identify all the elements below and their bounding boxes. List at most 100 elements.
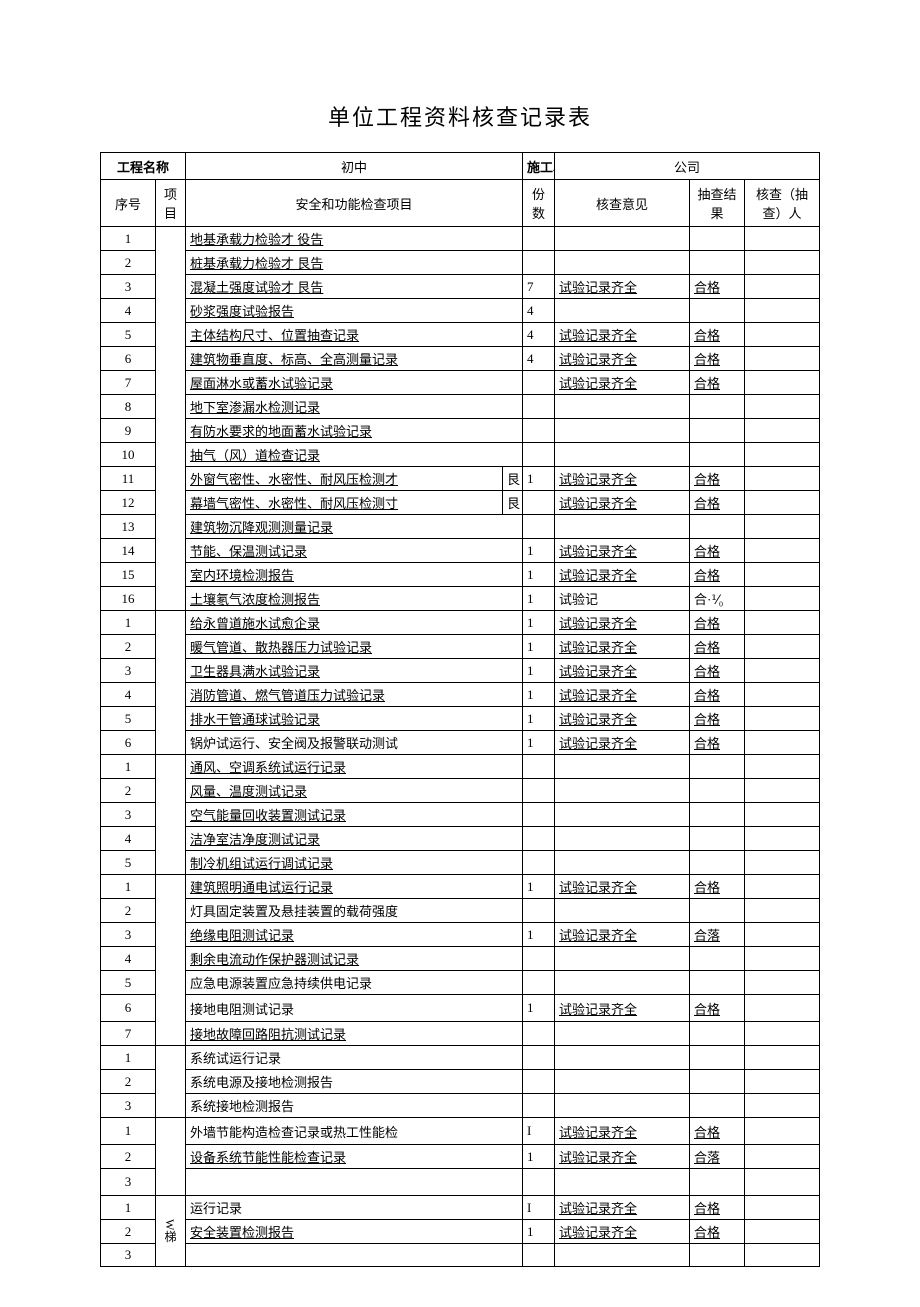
cell-result	[690, 1169, 745, 1196]
cell-seq: 2	[101, 1145, 156, 1169]
cell-count: 1	[523, 467, 555, 491]
cell-checker	[745, 923, 820, 947]
cell-seq: 1	[101, 611, 156, 635]
cell-result	[690, 515, 745, 539]
cell-opinion: 试验记录齐全	[555, 635, 690, 659]
cell-opinion: 试验记录齐全	[555, 563, 690, 587]
cell-item: 剩余电流动作保护器测试记录	[186, 947, 523, 971]
cell-seq: 14	[101, 539, 156, 563]
cell-count	[523, 1244, 555, 1267]
cell-checker	[745, 227, 820, 251]
cell-result	[690, 971, 745, 995]
cell-opinion	[555, 395, 690, 419]
cell-count	[523, 779, 555, 803]
cell-checker	[745, 1118, 820, 1145]
cell-seq: 5	[101, 851, 156, 875]
cell-count: 1	[523, 659, 555, 683]
cell-checker	[745, 491, 820, 515]
cell-result: 合·⅟₀	[690, 587, 745, 611]
cell-item: 地基承载力检验才 役告	[186, 227, 523, 251]
cell-proj-empty	[156, 611, 186, 755]
cell-opinion	[555, 1169, 690, 1196]
cell-checker	[745, 299, 820, 323]
cell-item-extra: 艮	[502, 467, 522, 491]
cell-count	[523, 827, 555, 851]
cell-count	[523, 971, 555, 995]
cell-seq: 2	[101, 1220, 156, 1244]
cell-seq: 3	[101, 659, 156, 683]
cell-count: 1	[523, 563, 555, 587]
cell-item: 建筑物沉降观测测量记录	[186, 515, 523, 539]
cell-item: 混凝土强度试验才 艮告	[186, 275, 523, 299]
cell-result	[690, 803, 745, 827]
cell-count	[523, 1022, 555, 1046]
cell-item: 设备系统节能性能检查记录	[186, 1145, 523, 1169]
cell-item: 应急电源装置应急持续供电记录	[186, 971, 523, 995]
cell-checker	[745, 1070, 820, 1094]
cell-item: 外窗气密性、水密性、耐风压检测才	[186, 467, 503, 491]
cell-seq: 3	[101, 1244, 156, 1267]
cell-seq: 2	[101, 899, 156, 923]
cell-seq: 4	[101, 683, 156, 707]
cell-opinion	[555, 227, 690, 251]
cell-result	[690, 947, 745, 971]
cell-checker	[745, 275, 820, 299]
cell-seq: 13	[101, 515, 156, 539]
cell-checker	[745, 731, 820, 755]
cell-checker	[745, 1022, 820, 1046]
cell-opinion: 试验记录齐全	[555, 275, 690, 299]
cell-count	[523, 755, 555, 779]
cell-count	[523, 251, 555, 275]
cell-result	[690, 443, 745, 467]
cell-item: 运行记录	[186, 1196, 523, 1220]
cell-result: 合格	[690, 707, 745, 731]
cell-result: 合格	[690, 659, 745, 683]
cell-checker	[745, 1094, 820, 1118]
cell-item: 建筑物垂直度、标高、全高测量记录	[186, 347, 523, 371]
cell-result	[690, 1022, 745, 1046]
cell-seq: 10	[101, 443, 156, 467]
cell-checker	[745, 683, 820, 707]
cell-result	[690, 827, 745, 851]
hdr-result: 抽查结果	[690, 180, 745, 227]
cell-count: 4	[523, 299, 555, 323]
cell-count: 1	[523, 731, 555, 755]
cell-checker	[745, 443, 820, 467]
cell-opinion: 试验记录齐全	[555, 491, 690, 515]
cell-checker	[745, 1145, 820, 1169]
hdr-item: 安全和功能检查项目	[186, 180, 523, 227]
cell-result: 合落	[690, 923, 745, 947]
cell-checker	[745, 587, 820, 611]
cell-seq: 11	[101, 467, 156, 491]
cell-result: 合格	[690, 995, 745, 1022]
cell-count: 1	[523, 995, 555, 1022]
cell-opinion	[555, 947, 690, 971]
cell-item: 土壤氡气浓度检测报告	[186, 587, 523, 611]
cell-seq: 2	[101, 251, 156, 275]
cell-opinion: 试验记录齐全	[555, 995, 690, 1022]
cell-item: 通风、空调系统试运行记录	[186, 755, 523, 779]
cell-checker	[745, 419, 820, 443]
cell-result: 合格	[690, 1196, 745, 1220]
cell-checker	[745, 467, 820, 491]
cell-item: 锅炉试运行、安全阀及报警联动测试	[186, 731, 523, 755]
cell-result: 合格	[690, 539, 745, 563]
cell-result: 合格	[690, 1220, 745, 1244]
cell-item: 风量、温度测试记录	[186, 779, 523, 803]
cell-checker	[745, 899, 820, 923]
cell-seq: 6	[101, 731, 156, 755]
cell-result: 合格	[690, 347, 745, 371]
cell-seq: 1	[101, 1046, 156, 1070]
cell-result	[690, 779, 745, 803]
cell-seq: 1	[101, 1118, 156, 1145]
cell-count	[523, 395, 555, 419]
cell-count	[523, 1046, 555, 1070]
cell-item: 灯具固定装置及悬挂装置的载荷强度	[186, 899, 523, 923]
cell-opinion	[555, 299, 690, 323]
cell-checker	[745, 947, 820, 971]
cell-result	[690, 299, 745, 323]
hdr-proj: 项目	[156, 180, 186, 227]
cell-seq: 16	[101, 587, 156, 611]
cell-opinion: 试验记录齐全	[555, 371, 690, 395]
cell-checker	[745, 755, 820, 779]
